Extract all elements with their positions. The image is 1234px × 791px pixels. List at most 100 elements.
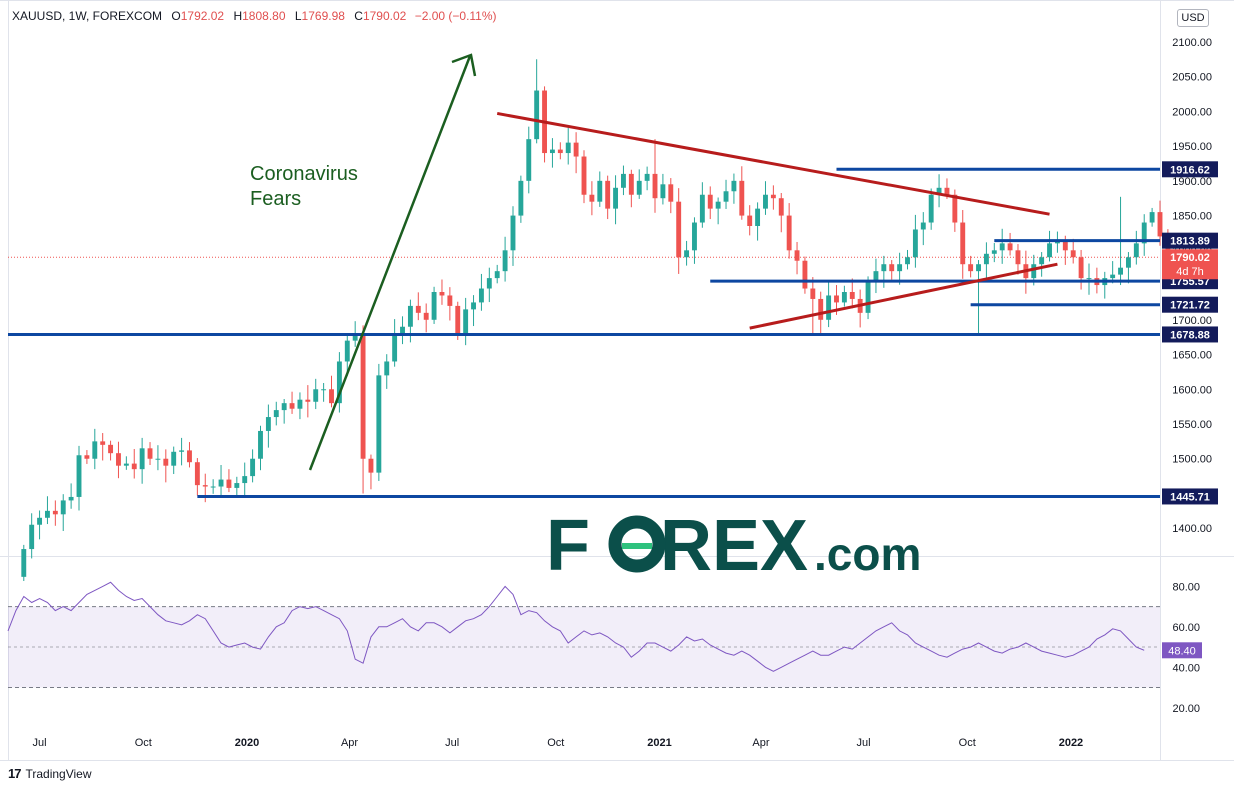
candle bbox=[52, 500, 58, 526]
candle-body bbox=[621, 173, 626, 188]
candle-body bbox=[329, 389, 334, 404]
candle bbox=[297, 392, 303, 420]
candle bbox=[912, 214, 918, 268]
watermark-o-icon bbox=[608, 515, 666, 573]
candle bbox=[1149, 207, 1155, 227]
candle-body bbox=[52, 510, 58, 515]
candle bbox=[123, 456, 129, 470]
time-tick-label: Oct bbox=[135, 737, 152, 749]
candle bbox=[368, 454, 374, 490]
candle-body bbox=[84, 455, 90, 459]
candle bbox=[273, 401, 279, 426]
candle bbox=[731, 173, 737, 204]
candle bbox=[960, 210, 966, 279]
candle-body bbox=[1141, 222, 1147, 244]
candle bbox=[1102, 271, 1108, 299]
candle bbox=[983, 242, 989, 281]
candle-body bbox=[565, 142, 571, 154]
candle bbox=[628, 169, 634, 208]
candle-body bbox=[960, 222, 966, 265]
candle bbox=[139, 437, 145, 484]
candle-body bbox=[131, 463, 137, 470]
time-tick-label: Oct bbox=[547, 737, 564, 749]
candle-body bbox=[123, 463, 129, 466]
candle bbox=[29, 513, 35, 559]
candle-body bbox=[494, 271, 500, 279]
candle bbox=[218, 464, 224, 497]
time-tick-label: Oct bbox=[959, 737, 976, 749]
candle-body bbox=[897, 264, 903, 272]
candle bbox=[1157, 200, 1163, 246]
candle-body bbox=[770, 194, 776, 199]
candle bbox=[542, 86, 547, 163]
candle-body bbox=[407, 305, 413, 327]
candle-body bbox=[652, 173, 658, 199]
candle bbox=[116, 441, 121, 479]
candle-body bbox=[684, 250, 690, 258]
candle-body bbox=[281, 403, 287, 411]
candle-body bbox=[605, 180, 611, 209]
candle-body bbox=[991, 250, 997, 254]
candle-body bbox=[763, 194, 768, 209]
candle bbox=[1007, 232, 1013, 256]
candle bbox=[250, 449, 256, 483]
candle bbox=[723, 179, 729, 209]
rsi-line bbox=[7, 581, 1145, 672]
symbol-label: XAUUSD, 1W, FOREXCOM bbox=[12, 9, 163, 23]
candle-body bbox=[250, 458, 256, 477]
candle-body bbox=[755, 208, 761, 226]
candle-body bbox=[139, 448, 145, 470]
candle-body bbox=[400, 326, 405, 334]
candle-body bbox=[297, 399, 303, 409]
candle-body bbox=[715, 201, 721, 209]
candle-body bbox=[905, 257, 910, 265]
candle bbox=[179, 437, 185, 466]
candle-body bbox=[573, 142, 579, 157]
time-tick-label: Apr bbox=[752, 737, 769, 749]
candle-body bbox=[431, 292, 437, 320]
candle bbox=[652, 139, 658, 213]
candle-body bbox=[423, 312, 429, 320]
candle-body bbox=[463, 309, 469, 334]
annotation-line2: Fears bbox=[250, 188, 301, 210]
candle-body bbox=[392, 333, 398, 362]
close-label: C bbox=[354, 9, 363, 23]
candle-body bbox=[439, 292, 445, 296]
candle-body bbox=[1125, 257, 1131, 268]
candle-body bbox=[952, 194, 958, 223]
candle bbox=[1070, 238, 1076, 264]
candle-body bbox=[747, 215, 753, 226]
candle-body bbox=[786, 215, 792, 251]
candle bbox=[463, 297, 469, 346]
candle bbox=[321, 383, 327, 402]
price-tick-label: 2050.00 bbox=[1172, 72, 1212, 84]
candle bbox=[613, 175, 619, 225]
price-tick-label: 1650.00 bbox=[1172, 350, 1212, 362]
candle bbox=[573, 132, 579, 174]
candle bbox=[131, 449, 137, 479]
currency-button[interactable]: USD bbox=[1177, 9, 1209, 27]
candle-body bbox=[76, 455, 82, 497]
candle-body bbox=[45, 510, 50, 518]
price-tick-label: 1500.00 bbox=[1172, 454, 1212, 466]
candle bbox=[636, 169, 642, 199]
close-value: 1790.02 bbox=[362, 9, 407, 23]
candle bbox=[849, 278, 855, 309]
candle bbox=[826, 280, 832, 328]
candle-body bbox=[968, 264, 974, 272]
price-tick-label: 1900.00 bbox=[1172, 176, 1212, 188]
tradingview-footer[interactable]: 17 TradingView bbox=[8, 766, 92, 781]
candle-body bbox=[202, 485, 208, 487]
tradingview-logo-icon: 17 bbox=[8, 766, 22, 781]
candle bbox=[392, 319, 398, 367]
candle bbox=[163, 449, 169, 483]
candle-body bbox=[889, 264, 895, 272]
candle-body bbox=[210, 486, 216, 488]
candle bbox=[502, 236, 508, 282]
candle bbox=[265, 404, 271, 448]
candle bbox=[881, 255, 887, 288]
time-tick-label: 2022 bbox=[1059, 737, 1083, 749]
candle bbox=[329, 375, 334, 408]
candle bbox=[1133, 230, 1139, 265]
